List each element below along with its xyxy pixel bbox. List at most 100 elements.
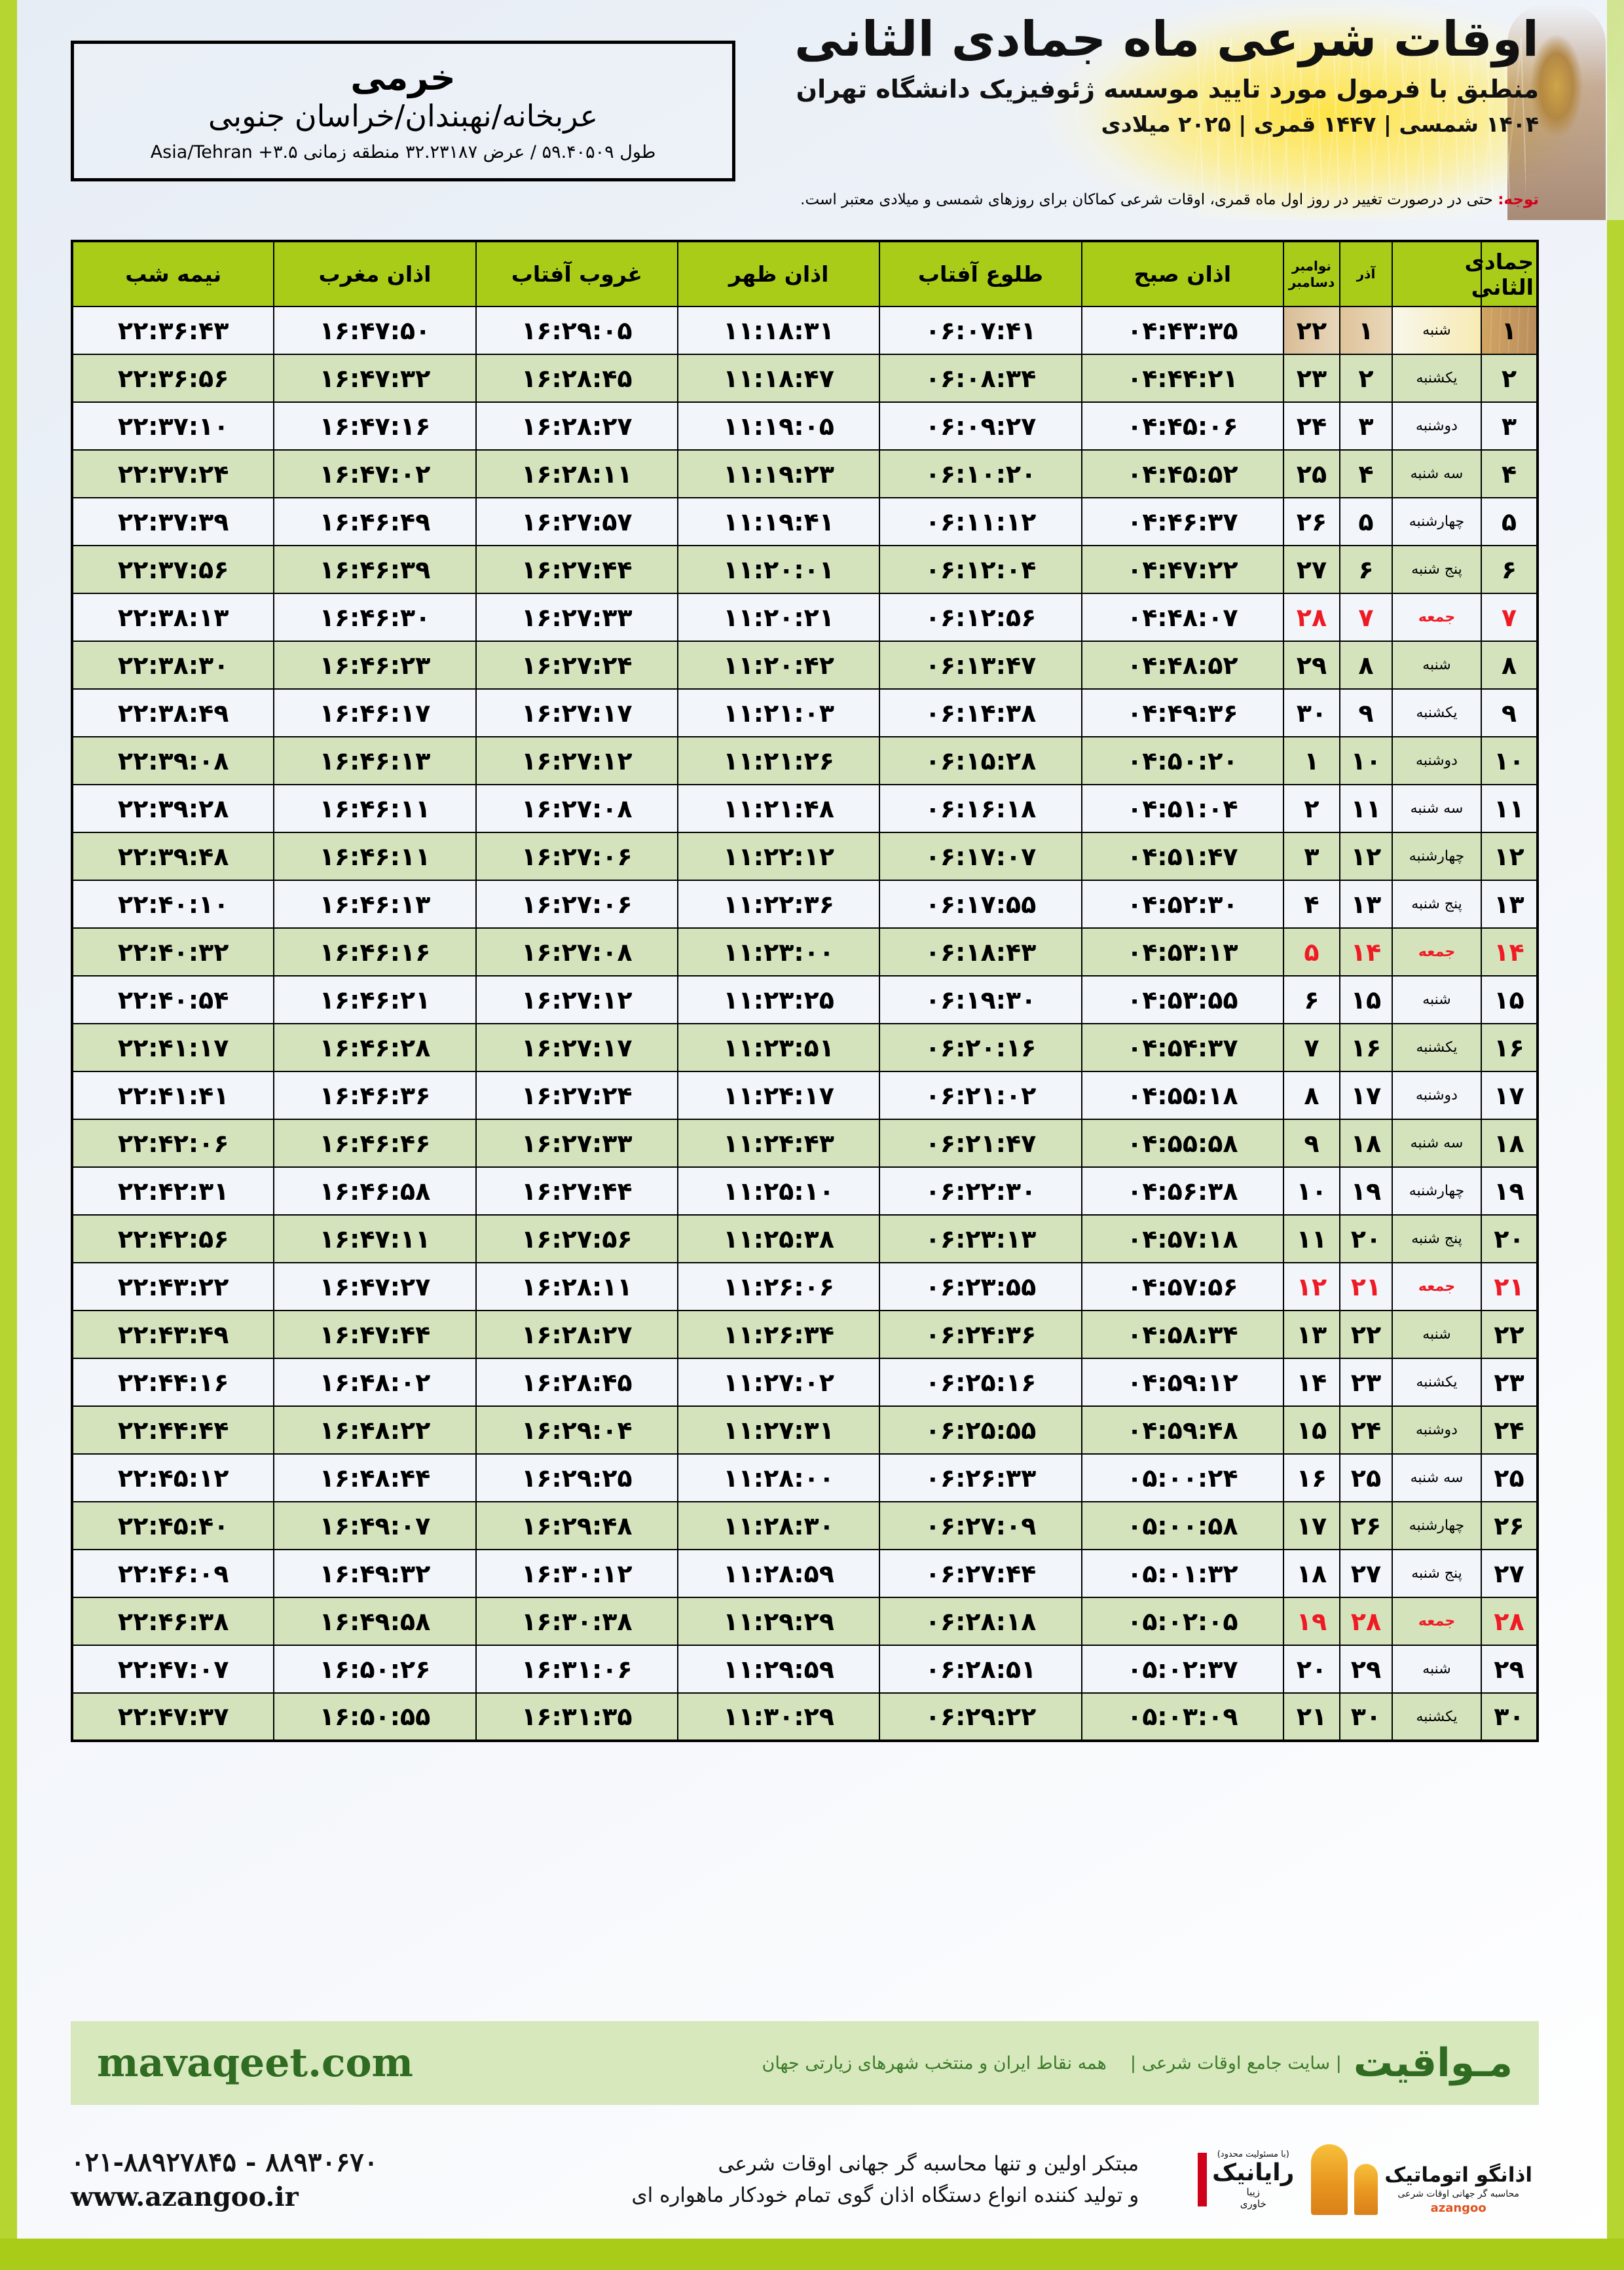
rayanik-sub2: خاوری	[1240, 2198, 1266, 2210]
header-gregorian-top: نوامبر	[1292, 257, 1331, 274]
time-cell-fajr: ۰۴:۵۳:۵۵	[1080, 975, 1285, 1024]
footer-contact: ۰۲۱-۸۸۹۲۷۸۴۵ - ۸۸۹۳۰۶۷۰ www.azangoo.ir	[71, 2147, 378, 2212]
day-cell-azar: ۱۵	[1339, 975, 1393, 1024]
header-maghrib: اذان مغرب	[273, 240, 477, 307]
table-row: ۲۵ سه شنبه ۲۵ ۱۶ ۰۵:۰۰:۲۴ ۰۶:۲۶:۳۳ ۱۱:۲۸:۰۰ ۱۶:…	[71, 1453, 1538, 1502]
header-sunset: غروب آفتاب	[475, 240, 679, 307]
time-cell-fajr: ۰۵:۰۳:۰۹	[1080, 1692, 1285, 1741]
time-cell-midnight: ۲۲:۳۸:۱۳	[71, 593, 275, 642]
footer-website[interactable]: www.azangoo.ir	[71, 2182, 299, 2212]
banner-tagline-2: همه نقاط ایران و منتخب شهرهای زیارتی جها…	[762, 2053, 1107, 2074]
day-cell-weekday: پنج شنبه	[1392, 880, 1482, 929]
time-cell-midnight: ۲۲:۴۳:۲۲	[71, 1262, 275, 1311]
time-cell-midnight: ۲۲:۳۹:۲۸	[71, 784, 275, 833]
page-title: اوقات شرعی ماه جمادی الثانی	[794, 11, 1540, 67]
day-cell-hijri: ۱۲	[1481, 832, 1538, 881]
day-cell-hijri: ۲۵	[1481, 1453, 1538, 1502]
table-row: ۱۰ دوشنبه ۱۰ ۱ ۰۴:۵۰:۲۰ ۰۶:۱۵:۲۸ ۱۱:۲۱:۲۶ ۱۶:۲۷…	[71, 736, 1538, 785]
time-cell-fajr: ۰۴:۵۷:۱۸	[1080, 1214, 1285, 1263]
time-cell-maghrib: ۱۶:۴۶:۱۳	[273, 880, 477, 929]
day-cell-azar: ۳	[1339, 401, 1393, 451]
table-header-row: جمادی الثانی آذر نوامبر دسامبر اذان صبح …	[71, 240, 1538, 307]
time-cell-maghrib: ۱۶:۴۶:۱۷	[273, 688, 477, 737]
time-cell-maghrib: ۱۶:۴۶:۱۱	[273, 832, 477, 881]
day-cell-hijri: ۱۶	[1481, 1023, 1538, 1072]
day-cell-azar: ۵	[1339, 497, 1393, 546]
time-cell-dhuhr: ۱۱:۲۹:۲۹	[677, 1597, 881, 1646]
time-cell-sunset: ۱۶:۲۹:۴۸	[475, 1501, 679, 1550]
day-cell-azar: ۹	[1339, 688, 1393, 737]
page-footer: اذانگو اتوماتیک محاسبه گر جهانی اوقات شر…	[71, 2121, 1539, 2239]
location-region: عربخانه/نهبندان/خراسان جنوبی	[208, 98, 599, 134]
page-subtitle: منطبق با فرمول مورد تایید موسسه ژئوفیزیک…	[796, 74, 1539, 103]
banner-website-url[interactable]: mavaqeet.com	[97, 2040, 414, 2086]
time-cell-sunrise: ۰۶:۲۳:۵۵	[879, 1262, 1082, 1311]
table-row: ۲ یکشنبه ۲ ۲۳ ۰۴:۴۴:۲۱ ۰۶:۰۸:۳۴ ۱۱:۱۸:۴۷ ۱۶:۲۸:…	[71, 354, 1538, 403]
azangoo-logo-text: اذانگو اتوماتیک محاسبه گر جهانی اوقات شر…	[1384, 2163, 1532, 2215]
day-cell-gregorian: ۱۶	[1283, 1453, 1340, 1502]
time-cell-sunset: ۱۶:۲۷:۱۲	[475, 736, 679, 785]
day-cell-gregorian: ۸	[1283, 1071, 1340, 1120]
time-cell-sunrise: ۰۶:۱۲:۰۴	[879, 545, 1082, 594]
day-cell-hijri: ۱۵	[1481, 975, 1538, 1024]
time-cell-midnight: ۲۲:۳۹:۰۸	[71, 736, 275, 785]
time-cell-fajr: ۰۴:۴۶:۳۷	[1080, 497, 1285, 546]
time-cell-maghrib: ۱۶:۴۶:۱۱	[273, 784, 477, 833]
time-cell-maghrib: ۱۶:۴۶:۲۸	[273, 1023, 477, 1072]
day-cell-gregorian: ۲۲	[1283, 306, 1340, 355]
time-cell-fajr: ۰۴:۴۹:۳۶	[1080, 688, 1285, 737]
day-cell-azar: ۲۹	[1339, 1645, 1393, 1694]
time-cell-fajr: ۰۴:۵۷:۵۶	[1080, 1262, 1285, 1311]
time-cell-dhuhr: ۱۱:۲۵:۱۰	[677, 1166, 881, 1216]
time-cell-dhuhr: ۱۱:۳۰:۲۹	[677, 1692, 881, 1741]
day-cell-gregorian: ۴	[1283, 880, 1340, 929]
rayanik-sub1: زیبا	[1246, 2186, 1261, 2198]
day-cell-hijri: ۲۲	[1481, 1310, 1538, 1359]
day-cell-azar: ۱۶	[1339, 1023, 1393, 1072]
day-cell-hijri: ۱۷	[1481, 1071, 1538, 1120]
day-cell-azar: ۱۳	[1339, 880, 1393, 929]
time-cell-sunset: ۱۶:۲۸:۲۷	[475, 401, 679, 451]
azangoo-logo-brand: azangoo	[1430, 2201, 1486, 2215]
day-cell-weekday: سه شنبه	[1392, 1119, 1482, 1168]
minaret-icon-small	[1354, 2164, 1378, 2215]
day-cell-weekday: شنبه	[1392, 1645, 1482, 1694]
day-cell-hijri: ۶	[1481, 545, 1538, 594]
time-cell-sunset: ۱۶:۳۰:۱۲	[475, 1549, 679, 1598]
time-cell-dhuhr: ۱۱:۱۹:۰۵	[677, 401, 881, 451]
table-row: ۶ پنج شنبه ۶ ۲۷ ۰۴:۴۷:۲۲ ۰۶:۱۲:۰۴ ۱۱:۲۰:۰۱ ۱۶:۲…	[71, 545, 1538, 594]
day-cell-weekday: دوشنبه	[1392, 736, 1482, 785]
table-row: ۲۲ شنبه ۲۲ ۱۳ ۰۴:۵۸:۳۴ ۰۶:۲۴:۳۶ ۱۱:۲۶:۳۴ ۱۶:۲۸:…	[71, 1310, 1538, 1359]
time-cell-sunrise: ۰۶:۲۳:۱۳	[879, 1214, 1082, 1263]
day-cell-weekday: یکشنبه	[1392, 354, 1482, 403]
time-cell-dhuhr: ۱۱:۲۰:۲۱	[677, 593, 881, 642]
time-cell-fajr: ۰۴:۵۹:۴۸	[1080, 1405, 1285, 1455]
day-cell-weekday: یکشنبه	[1392, 1692, 1482, 1741]
day-cell-azar: ۲۱	[1339, 1262, 1393, 1311]
time-cell-sunrise: ۰۶:۲۶:۳۳	[879, 1453, 1082, 1502]
table-row: ۲۸ جمعه ۲۸ ۱۹ ۰۵:۰۲:۰۵ ۰۶:۲۸:۱۸ ۱۱:۲۹:۲۹ ۱۶:۳۰:…	[71, 1597, 1538, 1646]
left-edge-strip	[0, 0, 17, 2270]
time-cell-maghrib: ۱۶:۴۶:۳۰	[273, 593, 477, 642]
header-day-of-week	[1392, 240, 1482, 307]
day-cell-azar: ۸	[1339, 641, 1393, 690]
time-cell-sunrise: ۰۶:۰۷:۴۱	[879, 306, 1082, 355]
time-cell-sunset: ۱۶:۲۷:۳۳	[475, 1119, 679, 1168]
time-cell-fajr: ۰۵:۰۲:۰۵	[1080, 1597, 1285, 1646]
day-cell-weekday: شنبه	[1392, 1310, 1482, 1359]
table-row: ۵ چهارشنبه ۵ ۲۶ ۰۴:۴۶:۳۷ ۰۶:۱۱:۱۲ ۱۱:۱۹:۴۱ ۱۶:۲…	[71, 497, 1538, 546]
time-cell-sunset: ۱۶:۲۷:۴۴	[475, 545, 679, 594]
table-row: ۲۹ شنبه ۲۹ ۲۰ ۰۵:۰۲:۳۷ ۰۶:۲۸:۵۱ ۱۱:۲۹:۵۹ ۱۶:۳۱:…	[71, 1645, 1538, 1694]
day-cell-weekday: جمعه	[1392, 1262, 1482, 1311]
header-gregorian-bottom: دسامبر	[1288, 274, 1335, 290]
day-cell-weekday: سه شنبه	[1392, 1453, 1482, 1502]
header-dhuhr: اذان ظهر	[677, 240, 881, 307]
time-cell-sunrise: ۰۶:۱۰:۲۰	[879, 449, 1082, 498]
time-cell-sunset: ۱۶:۲۷:۵۷	[475, 497, 679, 546]
table-row: ۳۰ یکشنبه ۳۰ ۲۱ ۰۵:۰۳:۰۹ ۰۶:۲۹:۲۲ ۱۱:۳۰:۲۹ ۱۶:۳…	[71, 1692, 1538, 1741]
day-cell-hijri: ۱۸	[1481, 1119, 1538, 1168]
time-cell-midnight: ۲۲:۳۸:۴۹	[71, 688, 275, 737]
day-cell-azar: ۲۷	[1339, 1549, 1393, 1598]
time-cell-fajr: ۰۵:۰۱:۳۲	[1080, 1549, 1285, 1598]
time-cell-sunset: ۱۶:۲۸:۱۱	[475, 449, 679, 498]
